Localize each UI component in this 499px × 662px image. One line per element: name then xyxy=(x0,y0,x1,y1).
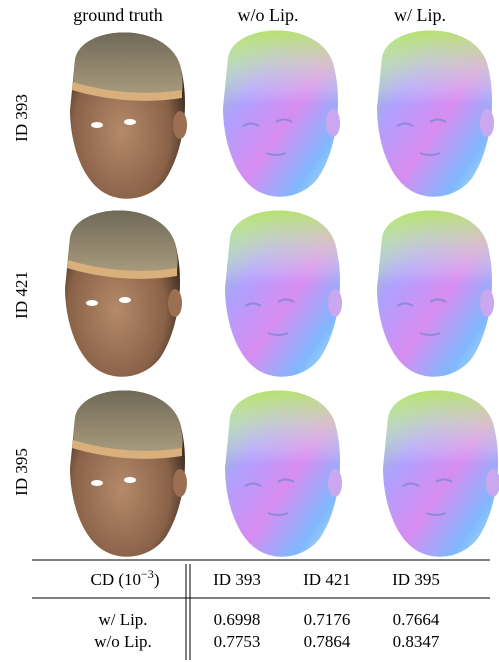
column-header: w/ Lip. xyxy=(394,5,446,25)
metric-suffix: ) xyxy=(154,570,160,589)
normal-render xyxy=(225,211,342,377)
normal-render xyxy=(377,211,494,377)
table-cell: 0.7753 xyxy=(214,632,261,651)
table-row-label: w/ Lip. xyxy=(98,610,147,629)
table-header-id: ID 421 xyxy=(303,570,351,589)
row-label: ID 395 xyxy=(12,448,31,496)
table-header-id: ID 395 xyxy=(392,570,440,589)
column-header: ground truth xyxy=(73,5,163,25)
figure: ground truth w/o Lip. w/ Lip. ID 393 ID … xyxy=(0,0,499,662)
table-cell: 0.7864 xyxy=(304,632,351,651)
table-header-id: ID 393 xyxy=(213,570,261,589)
table-header-metric: CD (10−3) xyxy=(91,567,160,589)
metric-prefix: CD (10 xyxy=(91,570,142,589)
table-row-label: w/o Lip. xyxy=(94,632,152,651)
table-cell: 0.6998 xyxy=(214,610,261,629)
ground-truth-render xyxy=(70,391,187,557)
normal-render xyxy=(225,391,342,557)
page: ground truth w/o Lip. w/ Lip. ID 393 ID … xyxy=(0,0,499,662)
metric-exponent: −3 xyxy=(141,567,154,581)
table-cell: 0.7664 xyxy=(393,610,440,629)
ground-truth-render xyxy=(70,33,187,199)
column-header: w/o Lip. xyxy=(238,5,299,25)
row-label: ID 421 xyxy=(12,271,31,319)
normal-render xyxy=(377,31,494,197)
ground-truth-render xyxy=(65,211,182,377)
normal-render xyxy=(383,391,499,557)
table-cell: 0.8347 xyxy=(393,632,440,651)
table-cell: 0.7176 xyxy=(304,610,351,629)
normal-render xyxy=(223,31,340,197)
row-label: ID 393 xyxy=(12,94,31,142)
